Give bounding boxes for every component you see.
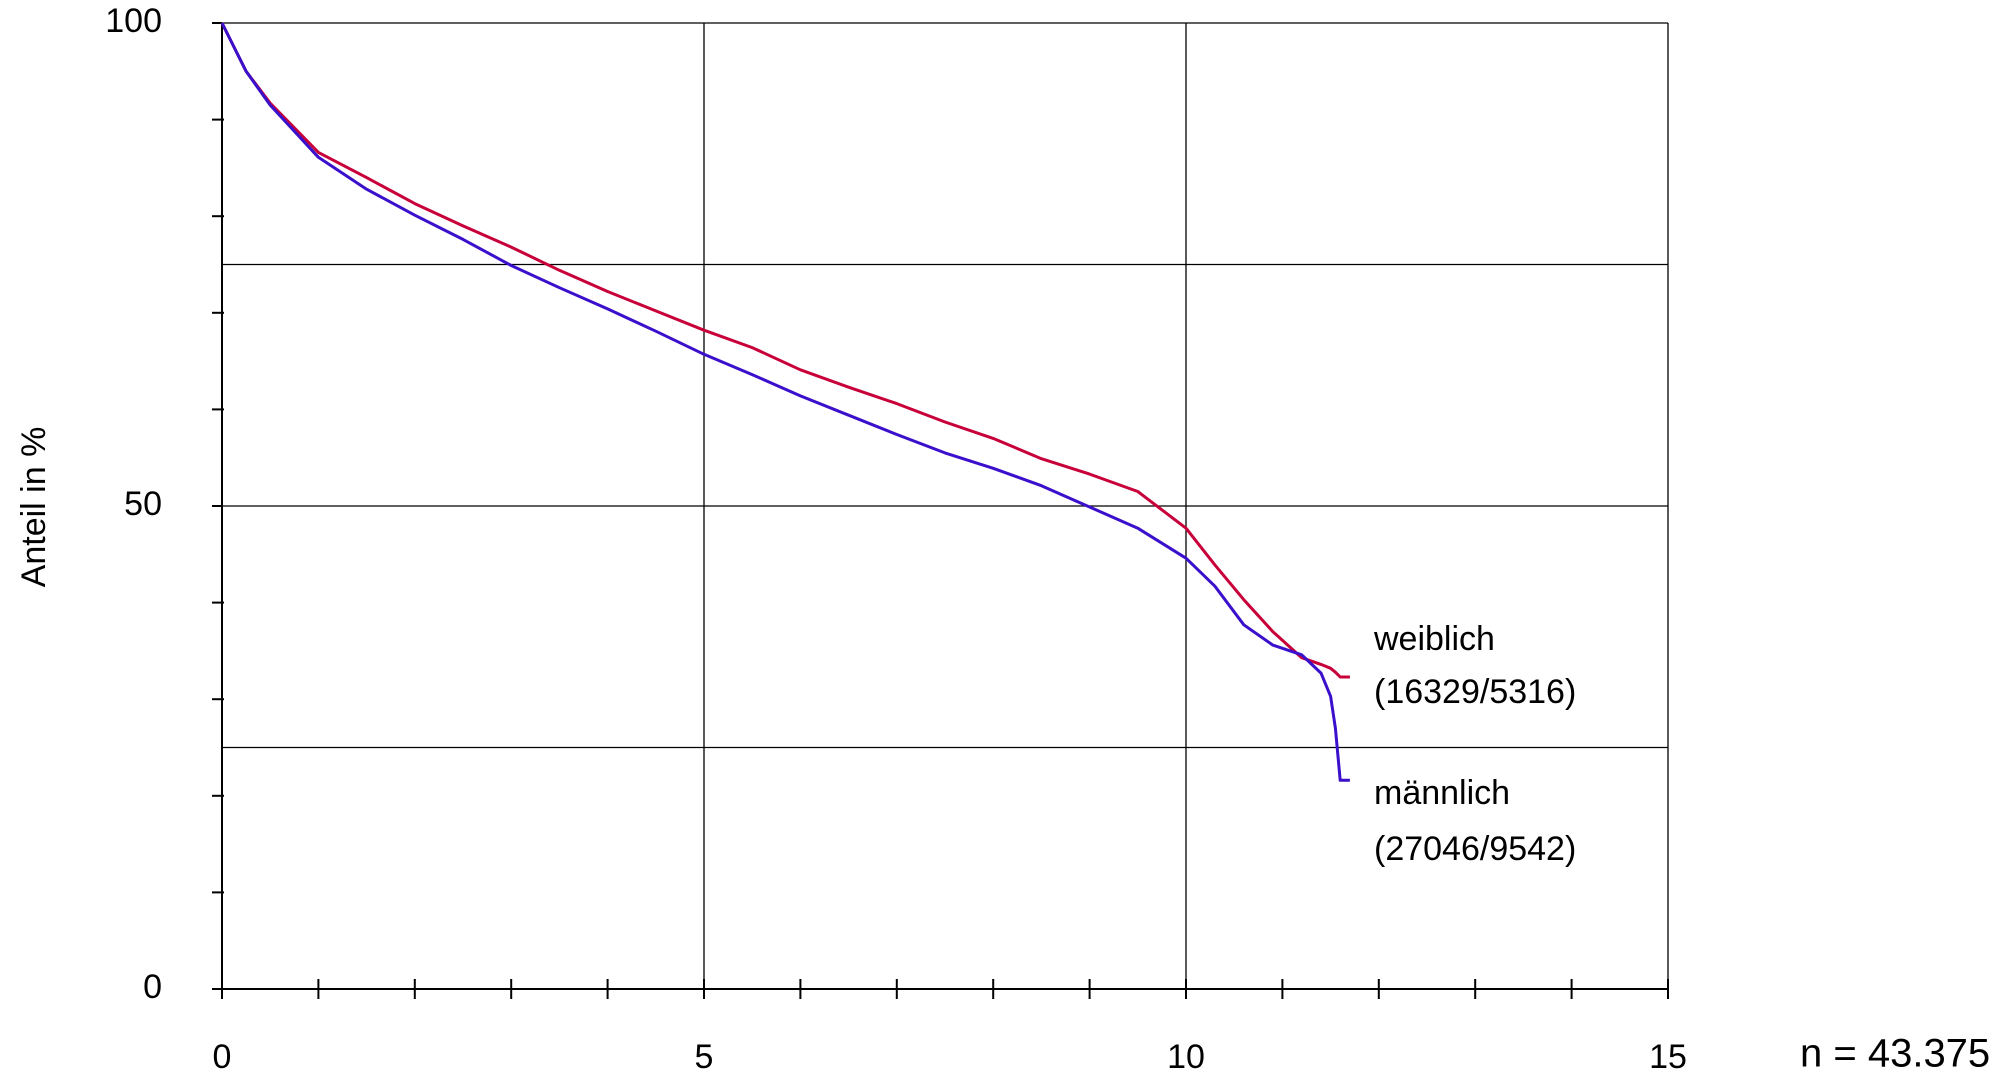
x-tick-label: 0 — [213, 1038, 232, 1076]
survival-curve — [220, 22, 1350, 782]
y-tick-label: 100 — [105, 2, 162, 40]
survival-curve — [220, 22, 1350, 679]
legend-label: weiblich — [1373, 620, 1495, 658]
legend-counts: (27046/9542) — [1374, 830, 1576, 868]
x-tick-label: 15 — [1649, 1038, 1687, 1076]
x-tick-label: 5 — [695, 1038, 714, 1076]
x-tick-label: 10 — [1167, 1038, 1205, 1076]
note: n = 43.375 — [1800, 1032, 1990, 1076]
y-tick-label: 0 — [143, 968, 162, 1006]
legend-label: männlich — [1374, 774, 1510, 812]
y-axis-label: Anteil in % — [15, 427, 53, 588]
legend-counts: (16329/5316) — [1374, 673, 1576, 711]
y-tick-label: 50 — [124, 485, 162, 523]
